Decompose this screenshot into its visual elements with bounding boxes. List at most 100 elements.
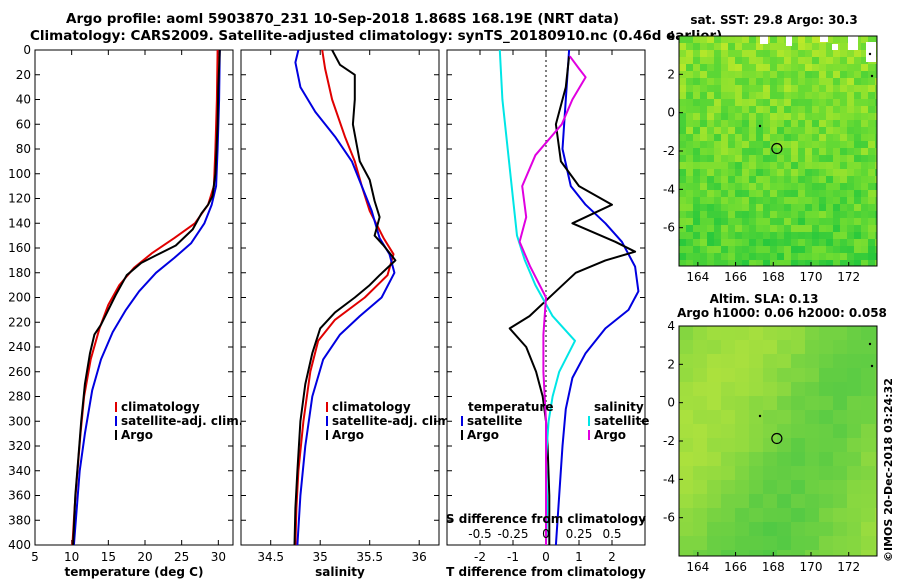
- sst-cell: [805, 246, 812, 253]
- sst-cell: [861, 169, 868, 176]
- sst-cell: [847, 162, 854, 169]
- sla-cell: [693, 494, 707, 508]
- sst-cell: [756, 190, 763, 197]
- sst-cell: [770, 71, 777, 78]
- sst-cell: [812, 176, 819, 183]
- top-axis-tick-label: 0.25: [566, 527, 593, 541]
- sst-cell: [861, 232, 868, 239]
- sst-cell: [875, 197, 877, 204]
- sst-cell: [833, 78, 840, 85]
- sla-cell: [819, 354, 833, 368]
- sst-cell: [798, 71, 805, 78]
- sst-cell: [868, 148, 875, 155]
- sst-cell: [791, 127, 798, 134]
- sla-cell: [749, 480, 763, 494]
- sla_map-xtick-label: 170: [800, 560, 823, 574]
- sla-cell: [735, 368, 749, 382]
- sst-cell: [798, 113, 805, 120]
- sst-cell: [819, 99, 826, 106]
- sst-cell: [707, 169, 714, 176]
- depth-tick-label: 180: [8, 266, 31, 280]
- sst-cell: [868, 155, 875, 162]
- sst-cell: [693, 64, 700, 71]
- sla-cell: [749, 536, 763, 550]
- sst-cell: [840, 85, 847, 92]
- sst-cell: [686, 71, 693, 78]
- sst-cell: [679, 78, 686, 85]
- sst-cell: [728, 134, 735, 141]
- sst-cell: [861, 127, 868, 134]
- sst-cell: [735, 71, 742, 78]
- sst-cell: [826, 176, 833, 183]
- sst-cell: [798, 239, 805, 246]
- sst-cell: [700, 169, 707, 176]
- sst-cell: [819, 85, 826, 92]
- sst-cell: [805, 71, 812, 78]
- sst-cell: [679, 176, 686, 183]
- sst-cell: [798, 127, 805, 134]
- sla-cell: [861, 508, 875, 522]
- sla-cell: [777, 410, 791, 424]
- sst-cell: [728, 155, 735, 162]
- sst-cell: [735, 127, 742, 134]
- sla-cell: [707, 396, 721, 410]
- sst-cell: [756, 99, 763, 106]
- sla-cell: [735, 340, 749, 354]
- sst-cell: [700, 155, 707, 162]
- sst-cell: [700, 211, 707, 218]
- sla-cell: [847, 410, 861, 424]
- sst-cell: [798, 155, 805, 162]
- sst-cell: [770, 197, 777, 204]
- argo-location-marker: [771, 142, 783, 155]
- sst-cell: [686, 50, 693, 57]
- sst_map-xtick-label: 168: [762, 270, 785, 284]
- sst-cell: [833, 64, 840, 71]
- sla-cell: [679, 508, 693, 522]
- sla-cell: [679, 438, 693, 452]
- sla-cell: [721, 382, 735, 396]
- sst-cell: [770, 162, 777, 169]
- sst-cell: [721, 246, 728, 253]
- sst-cell: [693, 155, 700, 162]
- sst-cell: [735, 50, 742, 57]
- sst-cell: [749, 141, 756, 148]
- sst-cell: [784, 50, 791, 57]
- sla-cell: [693, 452, 707, 466]
- sst-cell: [847, 253, 854, 260]
- sst-cell: [728, 120, 735, 127]
- sla-cell: [707, 536, 721, 550]
- top-axis-tick-label: 0: [542, 527, 550, 541]
- sla-cell: [693, 550, 707, 556]
- sst-cell: [735, 176, 742, 183]
- sst-cell: [679, 141, 686, 148]
- depth-tick-label: 140: [8, 216, 31, 230]
- sst-cell: [840, 260, 847, 266]
- sst-cell: [735, 43, 742, 50]
- sst-cell: [742, 190, 749, 197]
- sst-cell: [791, 204, 798, 211]
- sst-cell: [791, 92, 798, 99]
- sst_map-xtick-label: 164: [686, 270, 709, 284]
- sst-cell: [798, 211, 805, 218]
- sst-cell: [721, 92, 728, 99]
- sst-cell: [784, 225, 791, 232]
- sst-cell: [819, 260, 826, 266]
- sst-cell: [826, 113, 833, 120]
- salinity-xtick-label: 35.5: [356, 550, 383, 564]
- sst-cell: [735, 260, 742, 266]
- sst-cell: [728, 43, 735, 50]
- sst-cell: [749, 57, 756, 64]
- sst-cell: [833, 260, 840, 266]
- sst-cell: [707, 57, 714, 64]
- sst-cell: [833, 169, 840, 176]
- sst-cell: [707, 225, 714, 232]
- sst-cell: [714, 43, 721, 50]
- sla_map-xtick-label: 172: [837, 560, 860, 574]
- sla-cell: [819, 452, 833, 466]
- sla_map-panel: [678, 325, 878, 557]
- sst-cell: [819, 92, 826, 99]
- sst-cell: [756, 218, 763, 225]
- sla-cell: [861, 438, 875, 452]
- sla_map-ytick-label: 4: [667, 319, 675, 333]
- sla-cell: [735, 480, 749, 494]
